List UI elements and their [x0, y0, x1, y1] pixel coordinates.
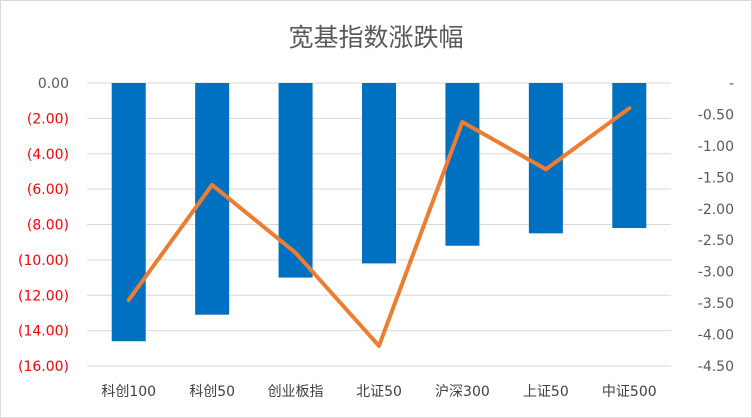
chart-title: 宽基指数涨跌幅 [288, 23, 463, 52]
right-tick-label: - [729, 76, 734, 92]
bar-中证500 [612, 83, 647, 229]
bar-北证50 [362, 83, 396, 264]
bar-上证50 [528, 83, 563, 234]
left-tick-label: (14.00) [18, 324, 69, 340]
x-tick-label: 沪深300 [435, 384, 490, 400]
x-tick-label: 科创100 [101, 384, 156, 400]
right-tick-label: -3.50 [698, 296, 734, 312]
right-tick-label: -4.50 [698, 359, 734, 375]
x-tick-label: 北证50 [356, 384, 402, 400]
left-tick-label: (2.00) [27, 111, 69, 127]
x-tick-label: 科创50 [189, 384, 235, 400]
x-tick-label: 中证500 [602, 384, 657, 400]
left-axis: 0.00 (2.00) (4.00) (6.00) (8.00) (10.00) (12.0… [18, 76, 69, 375]
right-axis: - -0.50 -1.00 -1.50 -2.00 -2.50 -3.00 -3.50 -4.0… [698, 76, 734, 375]
left-tick-label: (4.00) [27, 147, 69, 163]
left-tick-label: (6.00) [27, 182, 69, 198]
x-tick-label: 创业板指 [268, 384, 324, 400]
left-tick-label: (10.00) [18, 253, 69, 269]
bar-科创100 [111, 83, 146, 342]
bar-沪深300 [445, 83, 480, 246]
right-tick-label: -3.00 [698, 265, 734, 281]
right-tick-label: -2.50 [698, 233, 734, 249]
right-tick-label: -1.50 [698, 170, 734, 186]
right-tick-label: -4.00 [698, 328, 734, 344]
x-axis: 科创100 科创50 创业板指 北证50 沪深300 上证50 中证500 [101, 384, 656, 400]
x-tick-label: 上证50 [523, 384, 569, 400]
bar-创业板指 [278, 83, 313, 278]
left-tick-label: 0.00 [38, 76, 69, 92]
right-tick-label: -0.50 [698, 107, 734, 123]
right-tick-label: -1.00 [698, 139, 734, 155]
left-tick-label: (12.00) [18, 288, 69, 304]
left-tick-label: (8.00) [27, 218, 69, 234]
left-tick-label: (16.00) [18, 359, 69, 375]
right-tick-label: -2.00 [698, 202, 734, 218]
line-series [126, 106, 632, 348]
